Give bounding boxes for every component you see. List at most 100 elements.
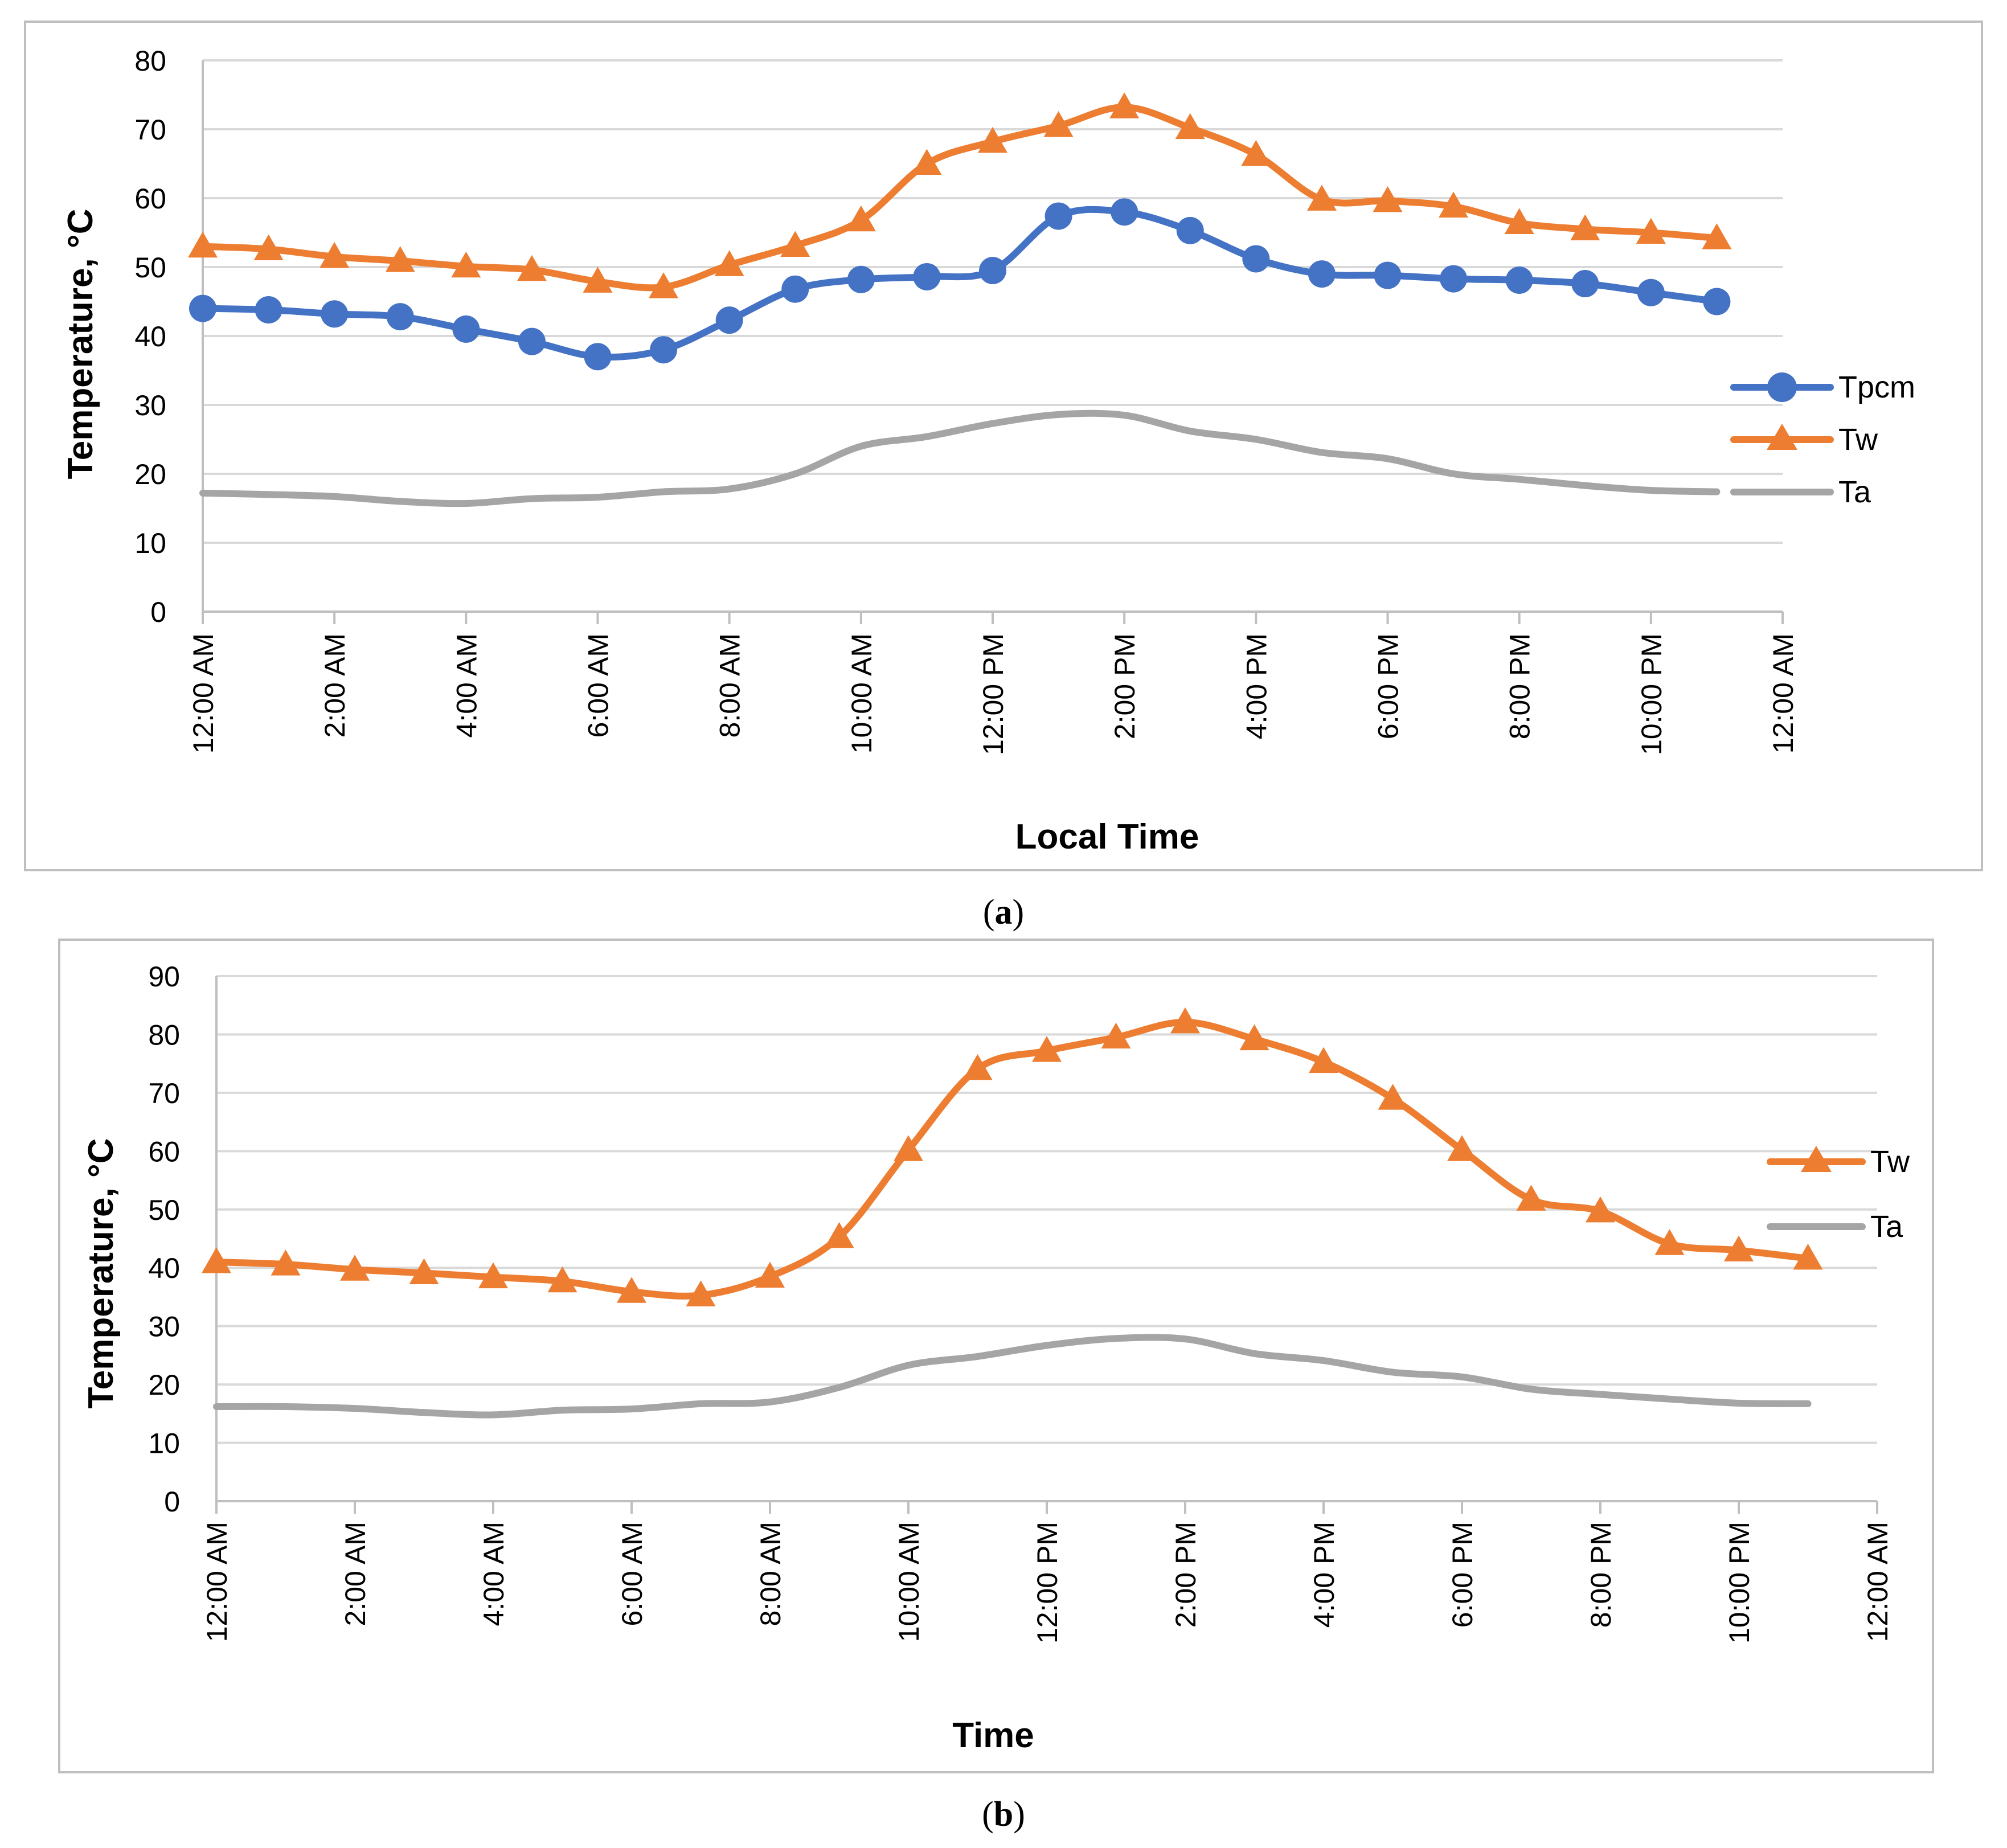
panel-b-y-tick-labels: 0 10 20 30 40 50 60 70 80 90 [148,961,180,1518]
y-tick-label-b-70: 70 [148,1077,180,1109]
panel-b-legend: Tw Ta [1767,1145,1910,1244]
panel-b-x-axis [215,976,1878,1514]
data-point-b-tw-6 [617,1277,646,1303]
data-point-a-tpcm-4 [452,315,480,343]
x-tick-label-a-8: 4:00 PM [1240,633,1272,739]
data-point-b-tw-1 [271,1249,301,1276]
x-tick-label-b-5: 10:00 AM [893,1522,925,1642]
data-point-a-tpcm-20 [1505,266,1533,294]
data-point-a-tw-17 [1306,185,1337,211]
data-point-b-tw-17 [1378,1084,1408,1110]
panel-b-gridlines [216,975,1877,1444]
x-tick-label-b-11: 10:00 PM [1723,1522,1755,1644]
data-point-a-tpcm-9 [781,275,809,303]
data-point-b-tw-12 [1032,1036,1062,1062]
data-point-a-tpcm-2 [321,300,349,328]
data-point-a-tpcm-12 [979,257,1006,285]
x-tick-label-b-10: 8:00 PM [1585,1522,1617,1628]
x-tick-label-a-12: 12:00 AM [1767,633,1799,753]
data-point-a-tpcm-14 [1111,198,1138,226]
data-point-a-tpcm-7 [650,336,678,364]
x-tick-label-b-1: 2:00 AM [339,1522,371,1626]
data-point-a-tw-9 [780,231,810,257]
x-tick-label-b-8: 4:00 PM [1308,1522,1340,1628]
y-tick-label-b-50: 50 [148,1194,180,1226]
legend-b-tw-marker [1801,1146,1832,1172]
chart-panel-b: 0 10 20 30 40 50 60 70 80 90 12:00 AM 2:00 AM 4:00 … [58,939,1934,1773]
data-point-a-tw-19 [1439,191,1469,218]
data-point-b-tw-20 [1586,1196,1615,1223]
data-point-a-tpcm-8 [715,306,743,334]
y-tick-label-a-80: 80 [134,45,166,77]
x-tick-label-a-5: 10:00 AM [846,633,878,753]
data-point-a-tw-8 [714,250,744,276]
data-point-b-tw-8 [755,1261,785,1288]
panel-a-x-axis-title: Local Time [1015,817,1199,857]
data-point-b-tw-14 [1170,1007,1200,1034]
data-point-a-tw-4 [451,251,481,278]
data-point-b-tw-7 [686,1280,716,1306]
legend-b-tw: Tw [1767,1145,1910,1179]
y-tick-label-b-80: 80 [148,1019,180,1051]
data-point-a-tw-20 [1504,208,1534,235]
data-point-a-tw-22 [1636,218,1666,244]
data-point-b-tw-5 [547,1266,577,1293]
panel-a-x-axis [202,60,1784,624]
data-point-a-tpcm-18 [1374,261,1402,289]
x-tick-label-a-1: 2:00 AM [319,633,351,737]
series-line-a-ta [199,409,1721,507]
data-point-b-tw-9 [824,1222,854,1248]
y-tick-label-b-60: 60 [148,1136,180,1167]
panel-b-y-axis-title: Temperature, °C [81,1138,121,1409]
legend-a-tpcm-label: Tpcm [1838,370,1915,404]
data-point-a-tw-1 [253,234,284,261]
panel-a-x-tick-labels: 12:00 AM 2:00 AM 4:00 AM 6:00 AM 8:00 AM 10:0… [187,633,1799,755]
data-point-a-tpcm-1 [255,296,282,324]
data-point-a-tw-10 [846,205,876,232]
panel-b-caption: (b) [982,1795,1025,1834]
x-tick-label-a-9: 6:00 PM [1373,633,1404,739]
data-point-a-tpcm-0 [189,294,216,322]
data-point-b-tw-3 [409,1258,439,1284]
data-point-a-tpcm-5 [518,327,546,355]
x-tick-label-b-12: 12:00 AM [1862,1522,1894,1642]
panel-a-y-axis-title: Temperature, °C [61,209,100,480]
x-tick-label-a-3: 6:00 AM [583,633,615,737]
x-tick-label-a-4: 8:00 AM [714,633,746,737]
x-tick-label-a-0: 12:00 AM [187,633,219,753]
data-point-a-tpcm-16 [1242,245,1270,273]
data-point-b-tw-10 [894,1135,923,1161]
data-point-b-tw-15 [1239,1024,1269,1051]
panel-a-series [188,92,1732,507]
x-tick-label-b-2: 4:00 AM [478,1522,510,1626]
data-point-b-tw-21 [1654,1229,1685,1255]
legend-a-ta-label: Ta [1838,475,1871,509]
y-tick-label-a-20: 20 [134,458,166,490]
data-point-b-tw-18 [1447,1135,1477,1161]
legend-b-ta-label: Ta [1870,1210,1903,1244]
panel-a-y-tick-labels: 0 10 20 30 40 50 60 70 80 [134,45,166,628]
x-tick-label-b-9: 6:00 PM [1447,1522,1478,1628]
legend-a-tw: Tw [1730,423,1878,457]
data-point-a-tw-23 [1702,223,1732,249]
x-tick-label-b-0: 12:00 AM [201,1522,233,1642]
data-point-a-tpcm-17 [1308,260,1336,288]
x-tick-label-a-7: 2:00 PM [1109,633,1141,739]
data-point-b-tw-11 [962,1054,993,1080]
legend-a-tpcm-marker [1767,372,1797,402]
data-point-a-tw-5 [517,255,547,281]
x-tick-label-a-10: 8:00 PM [1504,633,1536,739]
x-tick-label-b-6: 12:00 PM [1031,1522,1063,1644]
data-point-b-tw-13 [1101,1022,1131,1049]
data-point-a-tpcm-23 [1703,288,1731,315]
y-tick-label-a-70: 70 [134,114,166,146]
panel-a-frame [24,21,1983,871]
y-tick-label-b-90: 90 [148,961,180,993]
data-point-a-tw-7 [649,272,679,298]
y-tick-label-b-30: 30 [148,1311,180,1343]
data-point-a-tw-21 [1570,214,1600,240]
data-point-a-tw-11 [912,149,942,175]
data-point-a-tw-13 [1043,110,1074,137]
data-point-a-tw-14 [1109,92,1140,118]
